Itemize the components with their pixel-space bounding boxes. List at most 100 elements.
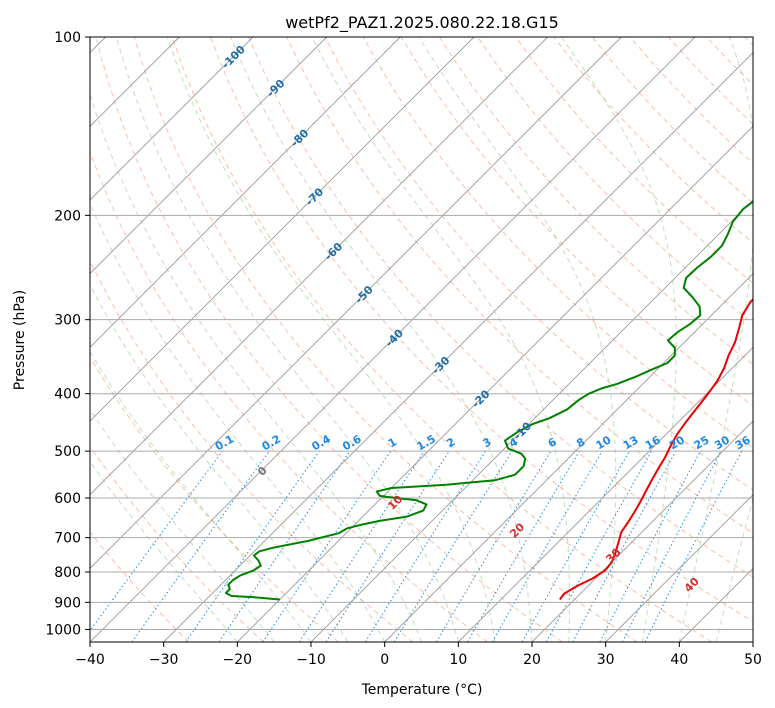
dry-adiabat [90, 445, 264, 642]
plot-frame [89, 36, 754, 643]
moist-adiabat [678, 37, 753, 642]
dry-adiabat [210, 37, 753, 623]
dry-adiabat [668, 37, 753, 125]
dry-adiabat [744, 37, 753, 47]
isotherm-line [679, 567, 753, 642]
mixing-ratio-label: 13 [621, 433, 641, 452]
moist-adiabat [90, 283, 349, 642]
x-tick-label: 10 [449, 652, 467, 668]
mixing-ratio-label: 30 [712, 433, 732, 452]
isotherm-label: -60 [322, 240, 345, 263]
moist-adiabat [90, 460, 238, 642]
isotherm-line [237, 125, 753, 642]
dry-adiabat [90, 259, 414, 642]
mixing-ratio-label: 10 [594, 433, 614, 452]
isotherm-line [90, 37, 254, 201]
dewpoint-profile-line [224, 200, 753, 601]
moist-adiabat [560, 37, 677, 642]
y-axis: 100 200 300 400 500 600 700 800 900 1000 [45, 30, 90, 638]
mixing-ratio-line [131, 450, 270, 642]
y-tick-label: 500 [54, 444, 81, 460]
series-layer [224, 200, 753, 601]
y-axis-label: Pressure (hPa) [12, 290, 28, 390]
mixing-ratio-line [467, 450, 580, 642]
isotherm-line [458, 346, 753, 642]
moist-adiabat [166, 37, 496, 642]
isotherm-line [90, 37, 696, 642]
mixing-ratio-line [572, 450, 677, 642]
y-tick-label: 600 [54, 491, 81, 507]
mixing-ratio-line [521, 450, 630, 642]
y-tick-label: 400 [54, 387, 81, 403]
isotherm-label: -80 [288, 126, 311, 149]
dry-adiabat [515, 37, 753, 284]
moist-adiabat [90, 92, 422, 642]
mixing-ratio-line [218, 450, 351, 642]
y-tick-label: 100 [54, 30, 81, 46]
isotherm-label: -50 [353, 283, 376, 306]
moist-adiabat [90, 350, 312, 642]
dry-adiabat [90, 531, 190, 642]
isotherm-line [752, 641, 753, 642]
mixing-ratio-line [325, 450, 450, 642]
dry-adiabat [171, 37, 712, 642]
moist-adiabat [90, 408, 275, 642]
chart-title: wetPf2_PAZ1.2025.080.22.18.G15 [285, 13, 559, 33]
x-axis-label: Temperature (°C) [361, 682, 483, 698]
moist-adiabat [90, 201, 386, 642]
mixing-ratio-line [364, 450, 486, 642]
mixing-ratio-line [262, 450, 392, 642]
dry-adiabat [248, 37, 753, 578]
isotherm-line [384, 273, 753, 642]
mixing-ratio-line [393, 450, 513, 642]
dry-adiabat [95, 37, 563, 642]
x-axis: −40 −30 −20 −10 0 10 20 30 40 50 [75, 642, 762, 668]
moist-adiabat-label: 10 [385, 492, 405, 512]
pressure-gridlines [90, 37, 753, 630]
mixing-ratio-label: 20 [667, 433, 687, 452]
x-tick-label: 0 [380, 652, 389, 668]
isotherm-label: -100 [219, 43, 248, 72]
dry-adiabat [133, 37, 638, 642]
x-tick-label: 20 [523, 652, 541, 668]
moist-adiabat [715, 496, 753, 642]
x-tick-label: −10 [296, 652, 326, 668]
mixing-ratio-label: 8 [574, 435, 587, 450]
y-tick-label: 300 [54, 313, 81, 329]
isotherm-line [90, 37, 327, 275]
isotherm-label: -40 [383, 326, 406, 349]
background-lines [90, 37, 753, 642]
dry-adiabat [438, 37, 753, 366]
mixing-ratio-line [644, 450, 743, 642]
moist-adiabat [418, 37, 617, 642]
y-tick-label: 700 [54, 531, 81, 547]
dry-adiabat [90, 150, 488, 642]
mixing-ratio-label: 1.5 [414, 432, 437, 453]
moist-adiabat [230, 37, 533, 642]
isotherm-label: -70 [303, 185, 326, 208]
mixing-ratio-line [185, 450, 320, 642]
isotherm-line [90, 37, 475, 422]
mixing-ratio-label: 6 [546, 435, 559, 450]
mixing-ratio-label: 0.2 [260, 432, 283, 453]
mixing-ratio-line [545, 450, 653, 642]
x-tick-label: −20 [223, 652, 253, 668]
mixing-ratio-label: 0.6 [340, 432, 364, 453]
dry-adiabat [553, 37, 753, 244]
dry-adiabat [400, 37, 753, 407]
y-tick-label: 1000 [45, 622, 81, 638]
x-tick-label: 50 [744, 652, 762, 668]
mixing-ratio-label: 2 [444, 435, 457, 450]
dry-adiabat [477, 37, 753, 325]
mixing-ratio-line [298, 450, 425, 642]
isotherm-line [90, 37, 548, 496]
moist-adiabat-label: 30 [603, 546, 623, 566]
isotherm-line [310, 199, 753, 642]
mixing-ratio-line [90, 450, 223, 632]
isotherm-line [531, 420, 753, 642]
isotherm-line [605, 494, 753, 642]
mixing-ratio-label: 1 [386, 435, 399, 450]
y-tick-label: 800 [54, 565, 81, 581]
isotherm-line [163, 52, 753, 642]
